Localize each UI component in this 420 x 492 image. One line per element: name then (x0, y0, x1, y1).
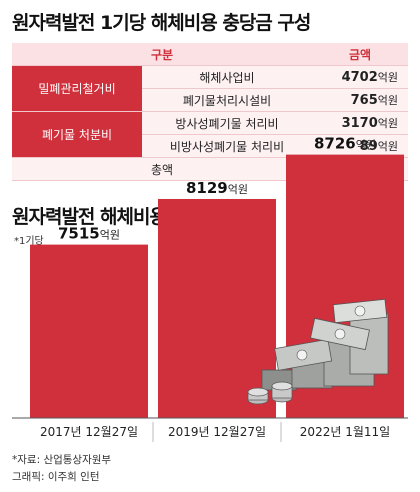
bar-value-label: 7515억원 (58, 225, 120, 243)
source-note: *자료: 산업통상자원부 (12, 454, 112, 466)
table-row: 비방사성폐기물 처리비 89억원 (12, 134, 408, 158)
x-tick-label: 2019년 12월27일 (168, 425, 266, 439)
bar-value-label: 8726억원 (314, 135, 376, 153)
money-stack-icon (247, 298, 389, 405)
chart-note: *1기당 (14, 236, 44, 247)
table-row: 폐기물 처분비 방사성폐기물 처리비 3170억원 (12, 111, 408, 158)
x-ticks: 2017년 12월27일 2019년 12월27일 2022년 1월11일 (40, 422, 390, 442)
amount-value: 3170 (341, 116, 378, 131)
table-header-row: 구분 금액 (12, 43, 408, 66)
item-cell: 비방사성폐기물 처리비 (142, 134, 312, 158)
amount-cell: 765억원 (312, 88, 408, 112)
amount-value: 4702 (341, 70, 378, 85)
amount-value: 765 (350, 93, 378, 108)
header-category: 구분 (12, 43, 312, 66)
total-label: 총액 (12, 157, 312, 181)
amount-unit: 억원 (377, 94, 398, 107)
item-cell: 폐기물처리시설비 (142, 88, 312, 112)
category-cell: 폐기물 처분비 (12, 111, 142, 158)
bar (30, 244, 148, 418)
x-tick-label: 2022년 1월11일 (300, 425, 390, 439)
amount-unit: 억원 (377, 117, 398, 130)
amount-unit: 억원 (377, 71, 398, 84)
bar-value-label: 8129억원 (186, 179, 248, 197)
category-cell: 밀폐관리철거비 (12, 65, 142, 112)
table-row: 밀폐관리철거비 해체사업비 4702억원 (12, 65, 408, 112)
credit-note: 그래픽: 이주희 인턴 (12, 471, 100, 483)
amount-unit: 억원 (377, 140, 398, 153)
amount-cell: 3170억원 (312, 111, 408, 135)
table-row: 폐기물처리시설비 765억원 (12, 88, 408, 112)
table-title: 원자력발전 1기당 해체비용 충당금 구성 (12, 12, 311, 34)
x-tick-label: 2017년 12월27일 (40, 425, 138, 439)
amount-cell: 4702억원 (312, 65, 408, 89)
header-amount: 금액 (312, 43, 408, 66)
bar (158, 198, 276, 418)
amount-value: 89 (359, 139, 378, 154)
item-cell: 해체사업비 (142, 65, 312, 89)
item-cell: 방사성폐기물 처리비 (142, 111, 312, 135)
